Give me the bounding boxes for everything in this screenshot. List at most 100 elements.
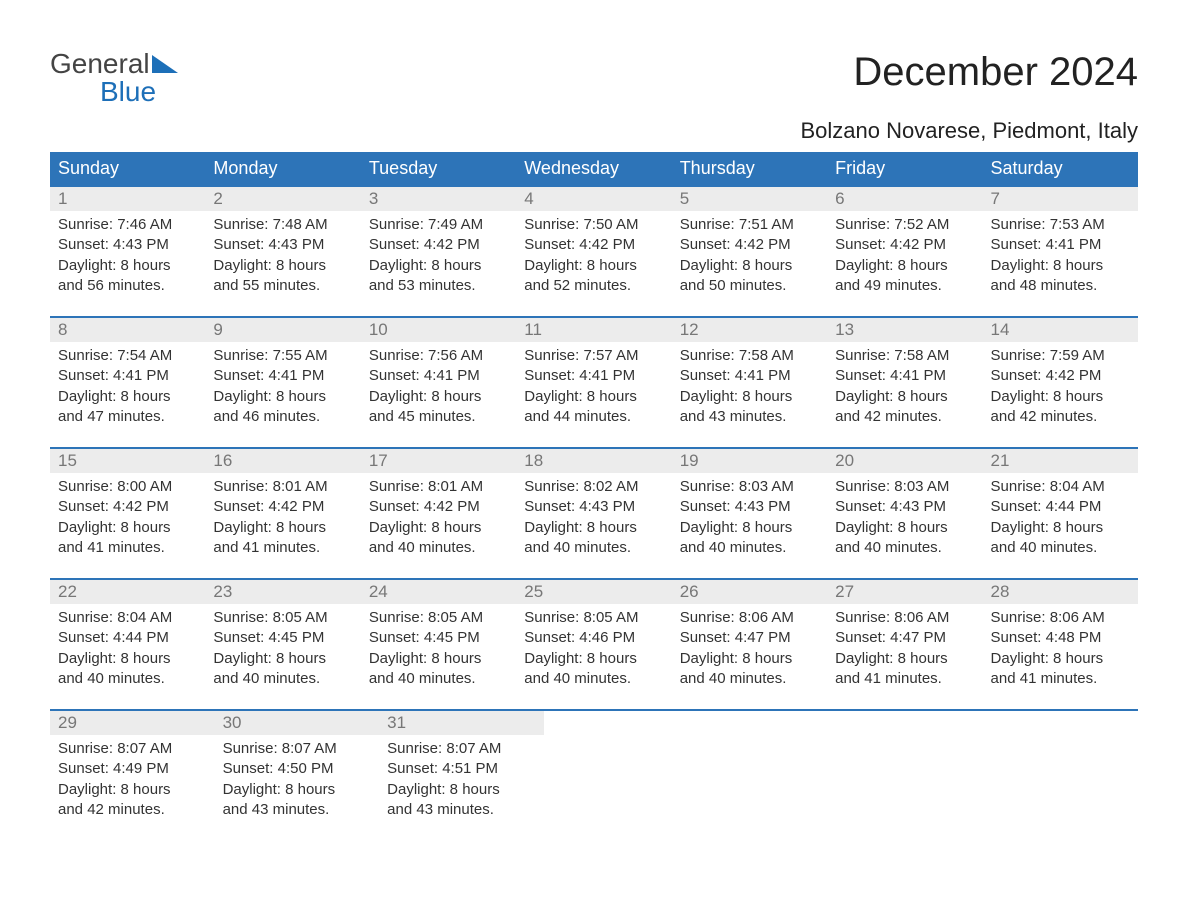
daylight-line-1: Daylight: 8 hours [58, 649, 197, 669]
daylight-line-2: and 42 minutes. [991, 407, 1130, 427]
day-header-monday: Monday [205, 152, 360, 185]
day-cell: 25Sunrise: 8:05 AMSunset: 4:46 PMDayligh… [516, 580, 671, 697]
sunrise-text: Sunrise: 7:58 AM [680, 346, 819, 366]
daylight-line-1: Daylight: 8 hours [835, 256, 974, 276]
daylight-line-2: and 41 minutes. [835, 669, 974, 689]
day-cell: 5Sunrise: 7:51 AMSunset: 4:42 PMDaylight… [672, 187, 827, 304]
sunset-text: Sunset: 4:42 PM [58, 497, 197, 517]
sunrise-text: Sunrise: 7:58 AM [835, 346, 974, 366]
date-number-row: 18 [516, 449, 671, 473]
sunrise-text: Sunrise: 7:57 AM [524, 346, 663, 366]
sunset-text: Sunset: 4:42 PM [524, 235, 663, 255]
daylight-line-1: Daylight: 8 hours [680, 518, 819, 538]
date-number-row: 21 [983, 449, 1138, 473]
daylight-line-1: Daylight: 8 hours [524, 256, 663, 276]
week-row: 15 Sunrise: 8:00 AMSunset: 4:42 PM Dayligh… [50, 447, 1138, 566]
sunrise-text: Sunrise: 8:06 AM [680, 608, 819, 628]
daylight-line-2: and 43 minutes. [680, 407, 819, 427]
empty-day-cell [841, 711, 990, 828]
date-number: 2 [213, 189, 222, 208]
sunrise-text: Sunrise: 8:03 AM [680, 477, 819, 497]
day-cell: 31Sunrise: 8:07 AMSunset: 4:51 PMDayligh… [379, 711, 544, 828]
daylight-line-2: and 43 minutes. [223, 800, 372, 820]
daylight-line-2: and 49 minutes. [835, 276, 974, 296]
daylight-line-1: Daylight: 8 hours [524, 649, 663, 669]
day-cell: 10Sunrise: 7:56 AMSunset: 4:41 PMDayligh… [361, 318, 516, 435]
date-number: 8 [58, 320, 67, 339]
date-number: 31 [387, 713, 406, 732]
date-number-row: 3 [361, 187, 516, 211]
empty-day-cell [989, 711, 1138, 828]
calendar: SundayMondayTuesdayWednesdayThursdayFrid… [50, 152, 1138, 828]
day-cell: 14Sunrise: 7:59 AMSunset: 4:42 PMDayligh… [983, 318, 1138, 435]
empty-day-cell [692, 711, 841, 828]
daylight-line-2: and 45 minutes. [369, 407, 508, 427]
date-number: 30 [223, 713, 242, 732]
date-number-row: 7 [983, 187, 1138, 211]
sunset-text: Sunset: 4:42 PM [835, 235, 974, 255]
date-number-row: 22 [50, 580, 205, 604]
day-header-thursday: Thursday [672, 152, 827, 185]
day-header-sunday: Sunday [50, 152, 205, 185]
day-header-wednesday: Wednesday [516, 152, 671, 185]
daylight-line-1: Daylight: 8 hours [213, 649, 352, 669]
daylight-line-2: and 41 minutes. [991, 669, 1130, 689]
day-cell: 24Sunrise: 8:05 AMSunset: 4:45 PMDayligh… [361, 580, 516, 697]
date-number-row: 28 [983, 580, 1138, 604]
week-row: 22Sunrise: 8:04 AMSunset: 4:44 PMDayligh… [50, 578, 1138, 697]
daylight-line-1: Daylight: 8 hours [213, 387, 352, 407]
daylight-line-2: and 52 minutes. [524, 276, 663, 296]
date-number: 3 [369, 189, 378, 208]
day-cell: 12Sunrise: 7:58 AMSunset: 4:41 PMDayligh… [672, 318, 827, 435]
sunrise-text: Sunrise: 8:06 AM [835, 608, 974, 628]
daylight-line-2: and 41 minutes. [213, 538, 352, 558]
date-number: 14 [991, 320, 1010, 339]
daylight-line-1: Daylight: 8 hours [524, 518, 663, 538]
sunrise-text: Sunrise: 8:04 AM [991, 477, 1130, 497]
date-number: 6 [835, 189, 844, 208]
date-number: 22 [58, 582, 77, 601]
daylight-line-1: Daylight: 8 hours [223, 780, 372, 800]
day-cell: 1Sunrise: 7:46 AMSunset: 4:43 PMDaylight… [50, 187, 205, 304]
sunset-text: Sunset: 4:45 PM [369, 628, 508, 648]
day-cell: 17Sunrise: 8:01 AMSunset: 4:42 PMDayligh… [361, 449, 516, 566]
date-number: 29 [58, 713, 77, 732]
daylight-line-2: and 46 minutes. [213, 407, 352, 427]
daylight-line-1: Daylight: 8 hours [991, 518, 1130, 538]
daylight-line-2: and 40 minutes. [835, 538, 974, 558]
date-number: 15 [58, 451, 77, 470]
date-number: 23 [213, 582, 232, 601]
sunset-text: Sunset: 4:44 PM [991, 497, 1130, 517]
sunrise-text: Sunrise: 8:07 AM [223, 739, 372, 759]
month-title: December 2024 [853, 50, 1138, 95]
date-number-row: 4 [516, 187, 671, 211]
date-number: 27 [835, 582, 854, 601]
sunset-text: Sunset: 4:41 PM [524, 366, 663, 386]
location-subtitle: Bolzano Novarese, Piedmont, Italy [50, 118, 1138, 144]
date-number: 9 [213, 320, 222, 339]
date-number: 7 [991, 189, 1000, 208]
daylight-line-2: and 40 minutes. [524, 669, 663, 689]
sunrise-text: Sunrise: 7:56 AM [369, 346, 508, 366]
daylight-line-1: Daylight: 8 hours [387, 780, 536, 800]
sunrise-text: Sunrise: 8:05 AM [524, 608, 663, 628]
sunrise-text: Sunrise: 8:00 AM [58, 477, 197, 497]
sunrise-text: Sunrise: 7:54 AM [58, 346, 197, 366]
sunset-text: Sunset: 4:41 PM [369, 366, 508, 386]
sunset-text: Sunset: 4:45 PM [213, 628, 352, 648]
daylight-line-1: Daylight: 8 hours [369, 256, 508, 276]
date-number-row: 14 [983, 318, 1138, 342]
daylight-line-1: Daylight: 8 hours [680, 256, 819, 276]
date-number: 24 [369, 582, 388, 601]
date-number-row: 16 [205, 449, 360, 473]
daylight-line-2: and 43 minutes. [387, 800, 536, 820]
date-number: 18 [524, 451, 543, 470]
date-number: 26 [680, 582, 699, 601]
daylight-line-1: Daylight: 8 hours [213, 518, 352, 538]
daylight-line-1: Daylight: 8 hours [369, 387, 508, 407]
daylight-line-1: Daylight: 8 hours [369, 518, 508, 538]
sunrise-text: Sunrise: 7:55 AM [213, 346, 352, 366]
date-number: 25 [524, 582, 543, 601]
date-number: 13 [835, 320, 854, 339]
day-header-tuesday: Tuesday [361, 152, 516, 185]
